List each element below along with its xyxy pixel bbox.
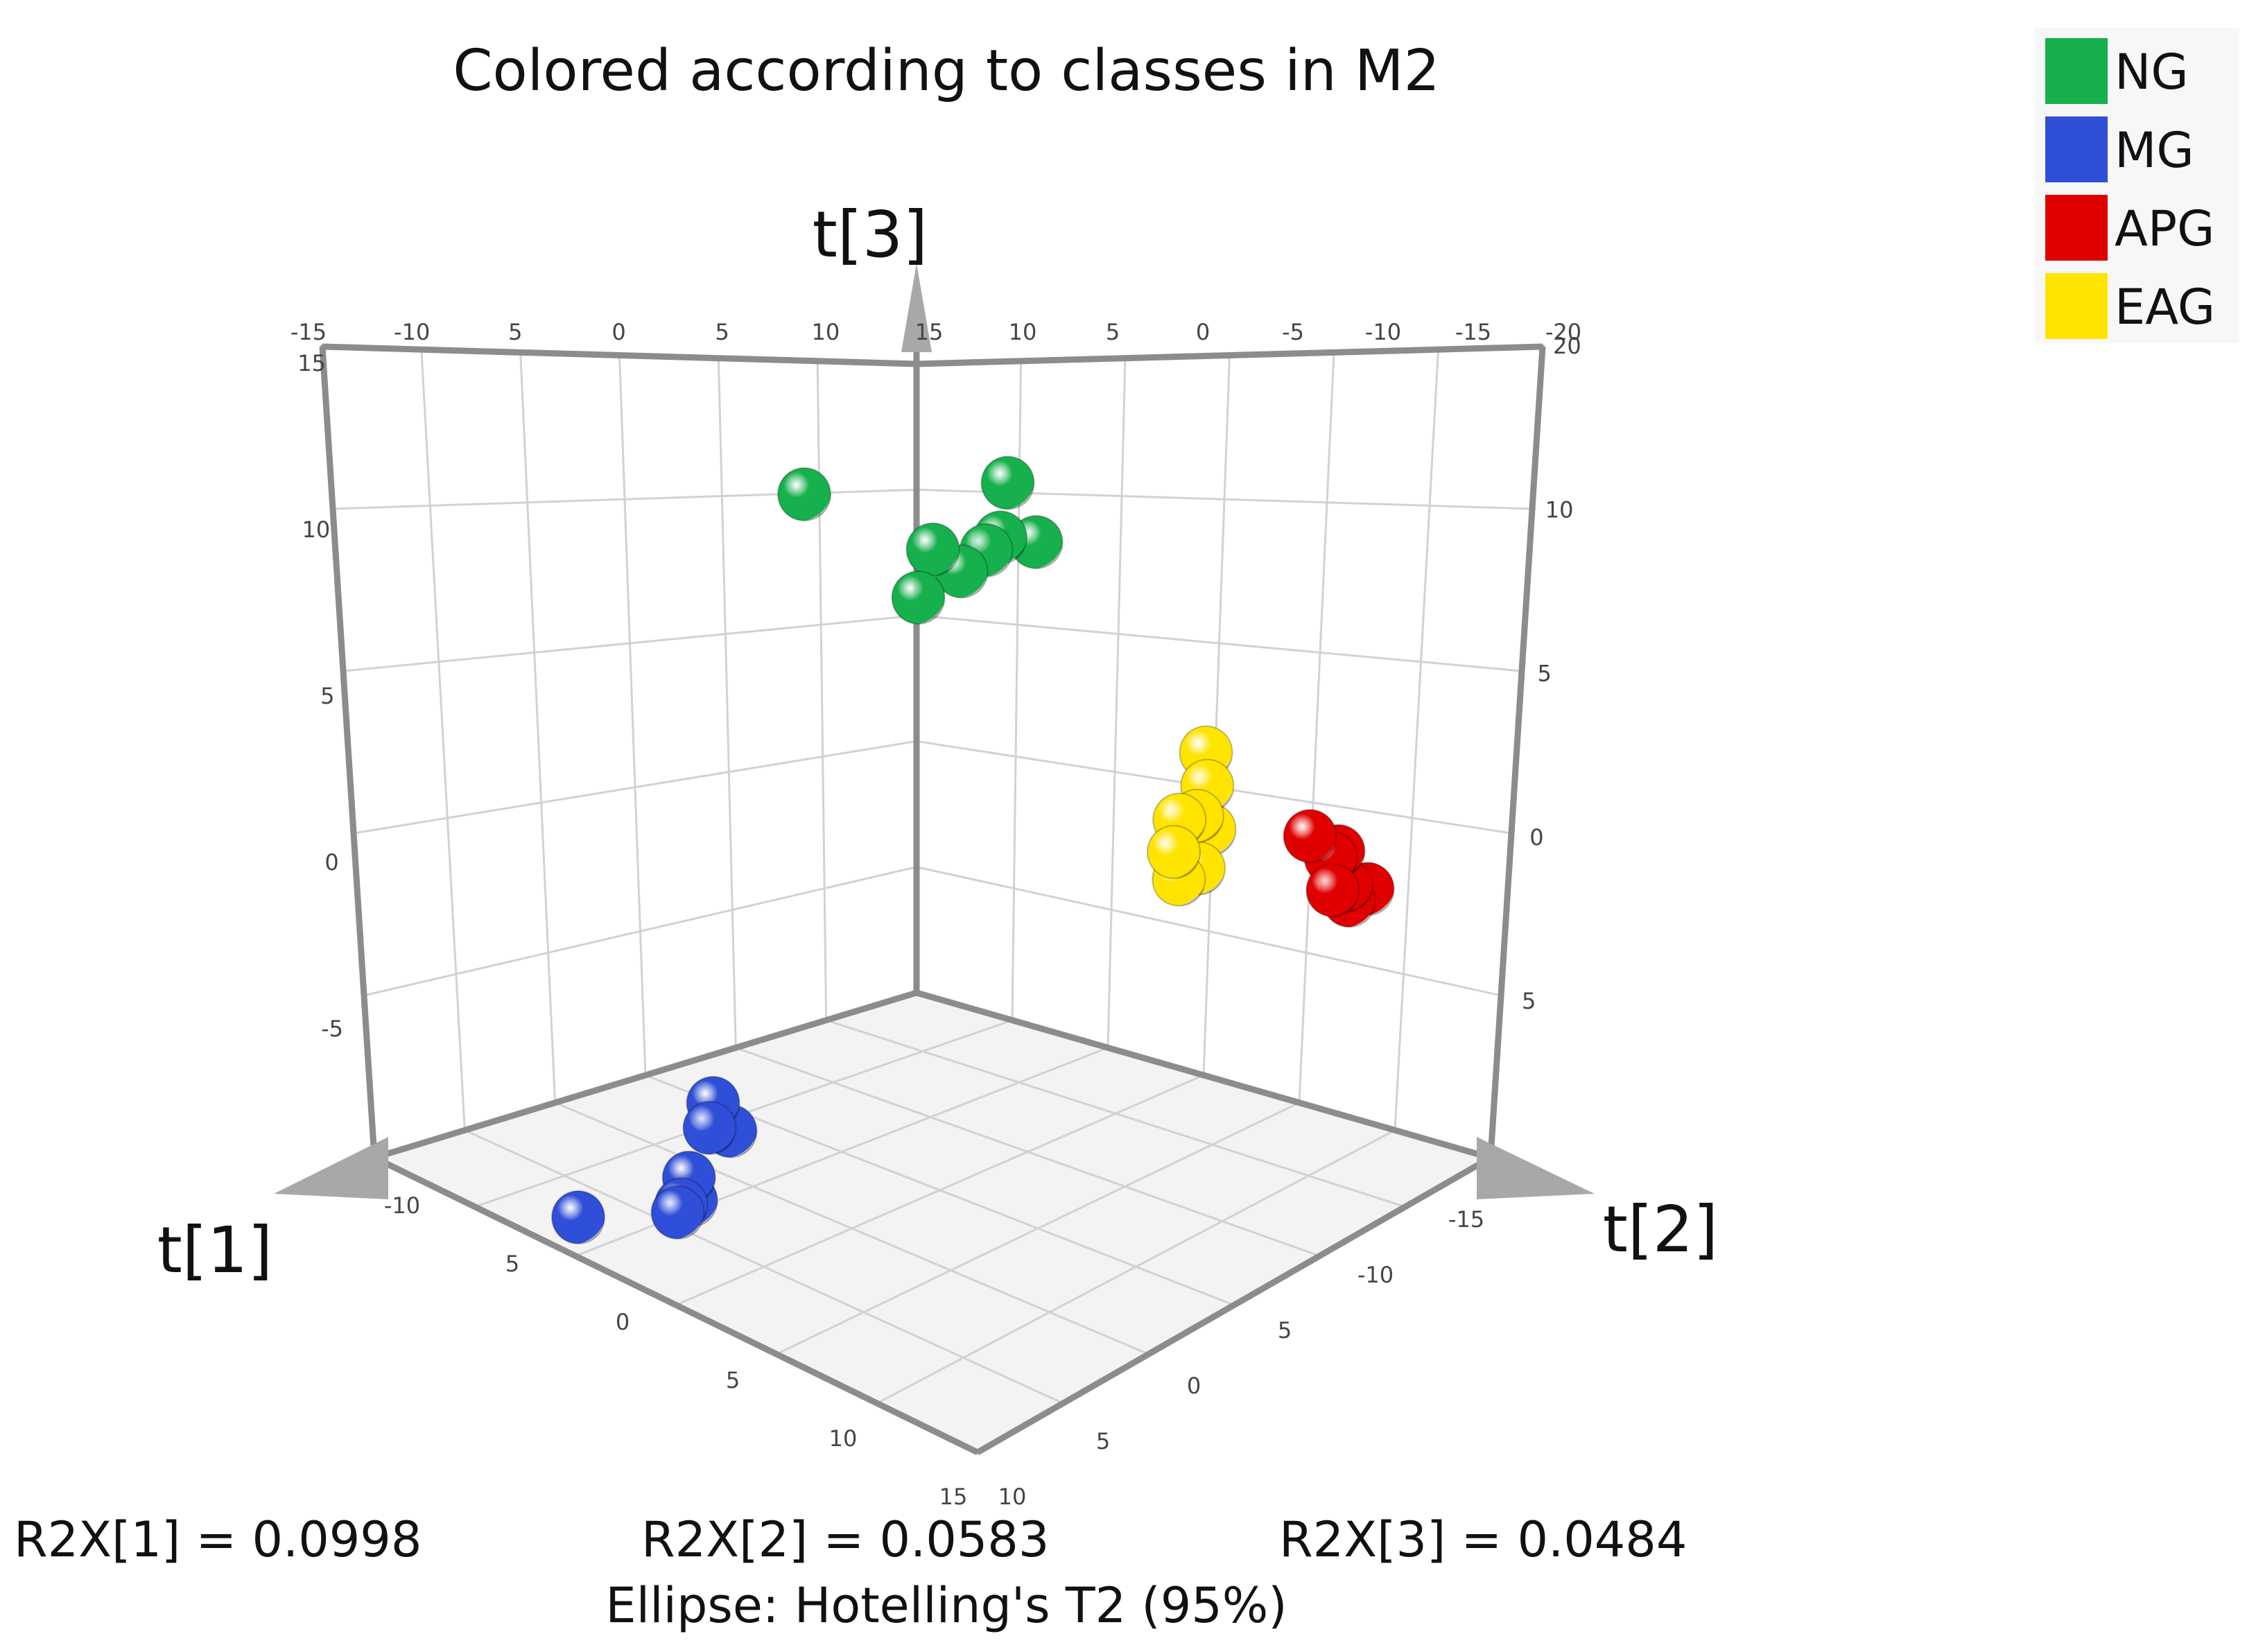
gridline xyxy=(717,358,737,1048)
legend-swatch-mg xyxy=(2045,116,2108,182)
gridline xyxy=(353,740,917,835)
gridline xyxy=(363,866,917,997)
tick-label: 0 xyxy=(1196,319,1210,345)
legend-label-apg: APG xyxy=(2115,200,2214,257)
gridline xyxy=(519,352,557,1103)
tick-label: 5 xyxy=(505,1251,519,1277)
tick-label: 15 xyxy=(939,1484,968,1510)
tick-label: -5 xyxy=(1282,319,1304,345)
tick-label: 10 xyxy=(811,319,840,345)
tick-label: 10 xyxy=(1545,496,1574,523)
tick-label: 0 xyxy=(324,849,338,876)
left-base-edge xyxy=(373,989,918,1161)
tick-label: 0 xyxy=(611,319,625,345)
tick-label: 10 xyxy=(302,516,331,543)
right-top-edge xyxy=(916,343,1543,367)
gridline xyxy=(916,614,1522,672)
tick-label: 5 xyxy=(726,1367,740,1393)
gridline xyxy=(816,360,828,1020)
r2x3-label: R2X[3] = 0.0484 xyxy=(1279,1511,1687,1568)
tick-labels: -15 -10 5 0 5 10 15 10 5 0 -5 -10 -15 -20 15 10 5 0 -5 20 10… xyxy=(290,319,1581,1510)
data-points xyxy=(551,455,1395,1244)
gridline xyxy=(342,614,917,672)
gridline xyxy=(420,349,466,1131)
tick-label: -20 xyxy=(1545,319,1581,345)
left-top-edge xyxy=(322,343,917,367)
tick-label: -15 xyxy=(1455,319,1491,345)
data-point-mg xyxy=(682,1101,737,1155)
tick-label: 5 xyxy=(320,683,334,709)
plot-box xyxy=(274,263,1595,1456)
tick-label: 5 xyxy=(1522,988,1536,1014)
tick-label: 10 xyxy=(1009,319,1037,345)
legend-swatch-ng xyxy=(2045,38,2108,104)
data-point-ng xyxy=(777,467,831,521)
tick-label: 5 xyxy=(508,319,522,345)
tick-label: 10 xyxy=(829,1425,858,1452)
tick-label: 0 xyxy=(1529,824,1543,851)
tick-label: -5 xyxy=(321,1016,343,1042)
r2x2-label: R2X[2] = 0.0583 xyxy=(641,1511,1049,1568)
data-point-eag xyxy=(1147,825,1201,879)
t3-axis-label: t[3] xyxy=(813,198,928,272)
tick-label: -15 xyxy=(1448,1206,1484,1233)
legend-swatch-apg xyxy=(2045,195,2108,261)
tick-label: 15 xyxy=(915,319,944,345)
tick-label: 20 xyxy=(1553,333,1581,359)
t1-axis-line xyxy=(373,1154,979,1456)
gridline xyxy=(826,1019,1406,1208)
tick-label: -15 xyxy=(290,319,327,345)
left-vertical-edge xyxy=(319,346,378,1158)
right-base-edge xyxy=(915,989,1492,1161)
t2-axis-label: t[2] xyxy=(1603,1192,1718,1267)
tick-label: 5 xyxy=(1538,661,1552,687)
tick-label: 10 xyxy=(998,1484,1027,1510)
tick-label: 15 xyxy=(297,350,326,376)
data-point-apg xyxy=(1305,863,1360,918)
t1-arrowhead xyxy=(274,1137,388,1199)
legend-label-mg: MG xyxy=(2115,122,2194,179)
t2-axis-line xyxy=(975,1155,1493,1455)
data-point-ng xyxy=(905,522,960,577)
tick-label: 5 xyxy=(715,319,729,345)
gridline xyxy=(916,866,1502,997)
gridline xyxy=(1394,349,1439,1131)
legend-label-eag: EAG xyxy=(2115,279,2215,336)
tick-label: -10 xyxy=(1365,319,1401,345)
gridline xyxy=(618,355,647,1076)
tick-label: -10 xyxy=(394,319,430,345)
gridline xyxy=(1202,355,1231,1076)
data-point-ng xyxy=(891,571,946,625)
tick-label: 5 xyxy=(1106,319,1120,345)
tick-label: -10 xyxy=(384,1192,420,1219)
tick-label: 0 xyxy=(616,1309,630,1335)
t3-arrowhead xyxy=(901,263,932,352)
t2-arrowhead xyxy=(1477,1137,1595,1199)
r2x1-label: R2X[1] = 0.0998 xyxy=(14,1511,422,1568)
legend-label-ng: NG xyxy=(2115,44,2189,101)
tick-label: 0 xyxy=(1187,1373,1201,1399)
data-point-apg xyxy=(1283,809,1337,863)
legend: NG MG APG EAG xyxy=(2035,28,2239,343)
legend-swatch-eag xyxy=(2045,273,2108,339)
data-point-mg xyxy=(551,1190,605,1244)
data-point-mg xyxy=(650,1185,705,1240)
right-vertical-edge xyxy=(1487,346,1546,1158)
chart-title: Colored according to classes in M2 xyxy=(453,38,1440,104)
gridline xyxy=(1298,352,1335,1103)
ellipse-label: Ellipse: Hotelling's T2 (95%) xyxy=(605,1577,1287,1634)
data-point-ng xyxy=(980,455,1035,510)
t1-axis-label: t[1] xyxy=(157,1213,272,1287)
tick-label: -10 xyxy=(1357,1262,1394,1288)
tick-label: 5 xyxy=(1096,1428,1110,1454)
tick-label: 5 xyxy=(1278,1317,1292,1344)
gridline xyxy=(1107,358,1127,1048)
